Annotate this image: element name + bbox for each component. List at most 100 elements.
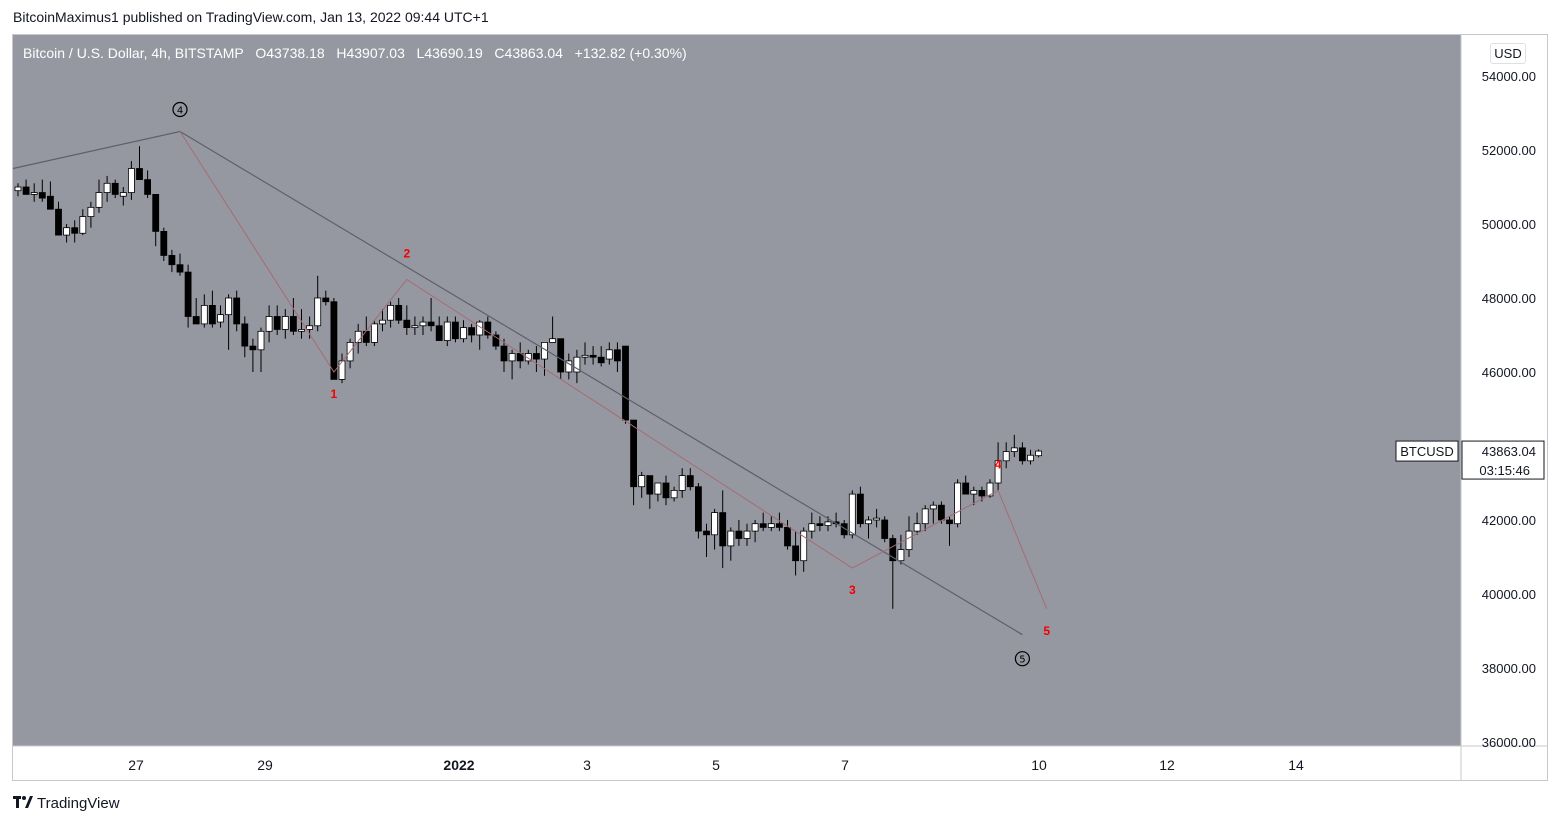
candle-body[interactable] bbox=[225, 297, 233, 316]
candle-body[interactable] bbox=[873, 517, 880, 521]
candle-body[interactable] bbox=[751, 523, 759, 532]
plot-area[interactable] bbox=[13, 35, 1461, 746]
candle-body[interactable] bbox=[403, 319, 411, 329]
candle-body[interactable] bbox=[168, 255, 176, 266]
candle-body[interactable] bbox=[808, 523, 816, 532]
candle-body[interactable] bbox=[816, 523, 824, 526]
candle-body[interactable] bbox=[273, 316, 281, 330]
candle-body[interactable] bbox=[508, 353, 516, 362]
candle-body[interactable] bbox=[184, 271, 192, 317]
candle-body[interactable] bbox=[865, 519, 872, 525]
candle-body[interactable] bbox=[840, 523, 848, 536]
candle-body[interactable] bbox=[370, 323, 378, 343]
candle-body[interactable] bbox=[241, 323, 249, 347]
candle-body[interactable] bbox=[192, 316, 200, 325]
candle-body[interactable] bbox=[670, 489, 678, 499]
candle-body[interactable] bbox=[581, 354, 589, 358]
candle-body[interactable] bbox=[881, 519, 889, 539]
candle-body[interactable] bbox=[557, 338, 565, 373]
candle-body[interactable] bbox=[338, 360, 346, 380]
candle-body[interactable] bbox=[257, 330, 265, 351]
candle-body[interactable] bbox=[500, 345, 508, 362]
candle-body[interactable] bbox=[573, 356, 581, 373]
candle-body[interactable] bbox=[767, 523, 775, 528]
candle-body[interactable] bbox=[986, 482, 994, 497]
candle-body[interactable] bbox=[411, 325, 419, 329]
candle-body[interactable] bbox=[1010, 447, 1018, 452]
candle-body[interactable] bbox=[524, 353, 532, 362]
candle-body[interactable] bbox=[200, 304, 208, 325]
candle-body[interactable] bbox=[298, 329, 305, 332]
candle-body[interactable] bbox=[711, 512, 718, 536]
candle-body[interactable] bbox=[63, 227, 70, 236]
candle-body[interactable] bbox=[824, 521, 832, 526]
candle-body[interactable] bbox=[217, 314, 224, 323]
candle-body[interactable] bbox=[330, 301, 338, 380]
candle-body[interactable] bbox=[468, 327, 476, 336]
price-axis[interactable] bbox=[1461, 35, 1547, 746]
candle-body[interactable] bbox=[119, 192, 127, 197]
candle-body[interactable] bbox=[176, 264, 184, 273]
candle-body[interactable] bbox=[87, 206, 95, 218]
candle-body[interactable] bbox=[719, 512, 727, 547]
candle-body[interactable] bbox=[208, 304, 216, 325]
candle-body[interactable] bbox=[646, 475, 654, 495]
candle-body[interactable] bbox=[589, 354, 597, 358]
candle-body[interactable] bbox=[30, 192, 38, 195]
candle-body[interactable] bbox=[962, 482, 970, 495]
candle-body[interactable] bbox=[47, 195, 54, 210]
footer-logo[interactable]: TradingView bbox=[13, 795, 120, 812]
candle-body[interactable] bbox=[978, 489, 986, 497]
candle-body[interactable] bbox=[306, 325, 314, 330]
candle-body[interactable] bbox=[994, 460, 1002, 484]
candle-body[interactable] bbox=[160, 230, 168, 256]
candle-body[interactable] bbox=[913, 523, 921, 532]
candle-body[interactable] bbox=[614, 349, 621, 362]
candle-body[interactable] bbox=[970, 489, 978, 495]
candle-body[interactable] bbox=[743, 530, 751, 539]
candle-body[interactable] bbox=[735, 530, 743, 539]
candle-body[interactable] bbox=[695, 486, 702, 532]
candle-body[interactable] bbox=[1035, 450, 1042, 457]
candle-body[interactable] bbox=[905, 530, 913, 550]
candle-body[interactable] bbox=[678, 475, 686, 491]
candle-body[interactable] bbox=[921, 508, 929, 525]
candle-body[interactable] bbox=[784, 527, 791, 547]
candle-body[interactable] bbox=[800, 530, 808, 562]
candle-body[interactable] bbox=[103, 182, 111, 193]
candle-body[interactable] bbox=[565, 360, 573, 373]
candle-body[interactable] bbox=[727, 530, 735, 547]
candle-body[interactable] bbox=[776, 523, 783, 528]
candle-body[interactable] bbox=[22, 186, 30, 195]
candle-body[interactable] bbox=[152, 193, 160, 232]
candle-body[interactable] bbox=[1019, 447, 1026, 462]
candle-body[interactable] bbox=[111, 182, 119, 195]
candle-body[interactable] bbox=[233, 297, 241, 325]
candle-body[interactable] bbox=[946, 519, 953, 525]
candle-body[interactable] bbox=[686, 475, 694, 488]
candle-body[interactable] bbox=[848, 493, 856, 536]
candle-body[interactable] bbox=[265, 316, 273, 332]
candle-body[interactable] bbox=[289, 316, 297, 332]
currency-button[interactable]: USD bbox=[1490, 43, 1526, 64]
candle-body[interactable] bbox=[549, 338, 556, 343]
candle-body[interactable] bbox=[451, 321, 459, 340]
candle-body[interactable] bbox=[14, 186, 22, 192]
candle-body[interactable] bbox=[322, 297, 330, 303]
candle-body[interactable] bbox=[249, 345, 257, 351]
candle-body[interactable] bbox=[857, 493, 864, 525]
candle-body[interactable] bbox=[1002, 451, 1010, 462]
candle-body[interactable] bbox=[889, 538, 897, 562]
candle-body[interactable] bbox=[597, 356, 605, 364]
candle-body[interactable] bbox=[435, 325, 443, 341]
candle-body[interactable] bbox=[1027, 454, 1034, 462]
candle-body[interactable] bbox=[938, 504, 945, 521]
candle-body[interactable] bbox=[929, 504, 937, 510]
candle-body[interactable] bbox=[484, 321, 492, 336]
candle-body[interactable] bbox=[759, 523, 767, 528]
candle-body[interactable] bbox=[395, 304, 403, 321]
candle-body[interactable] bbox=[144, 179, 152, 195]
candle-body[interactable] bbox=[38, 192, 46, 199]
candle-body[interactable] bbox=[379, 319, 386, 325]
